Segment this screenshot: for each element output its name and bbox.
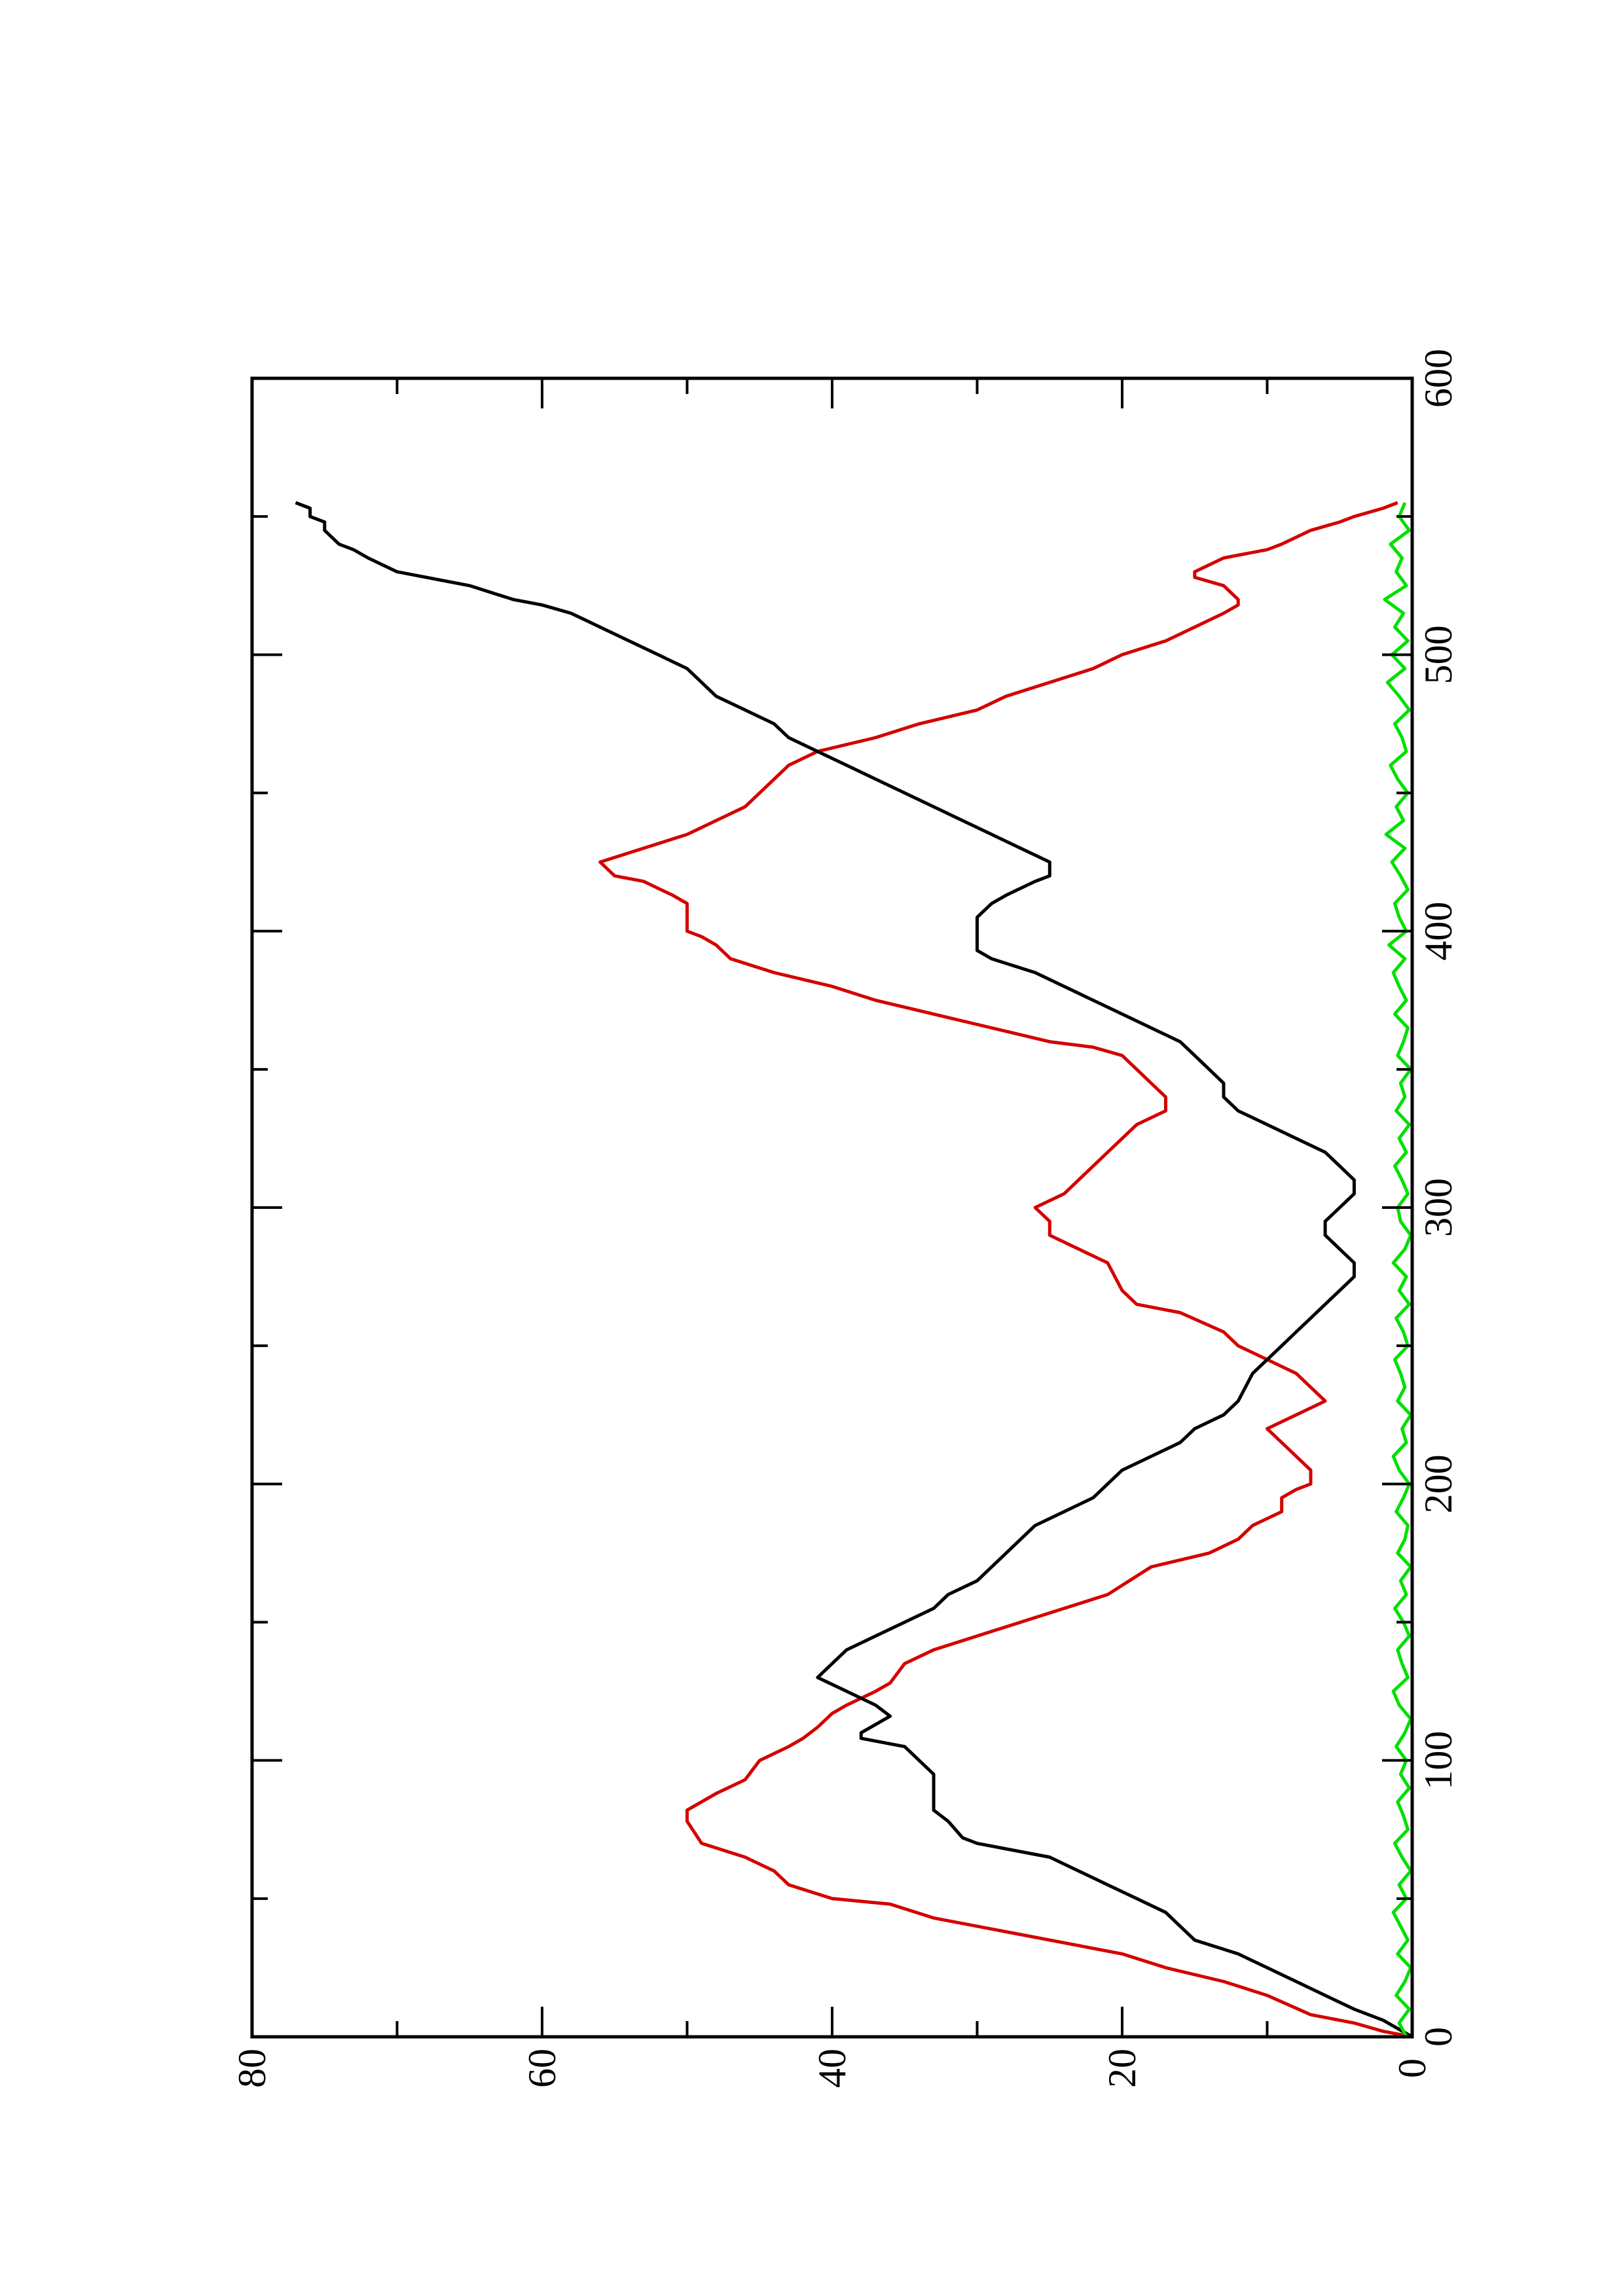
y-tick-label: 20 bbox=[1101, 2049, 1144, 2088]
y-tick-label: 60 bbox=[520, 2049, 564, 2088]
plot-frame bbox=[250, 376, 1414, 2039]
x-tick-label: 300 bbox=[1417, 1178, 1460, 1237]
y-tick-label: 40 bbox=[811, 2049, 854, 2088]
series-line-1 bbox=[598, 501, 1412, 2037]
y-tick-label: 0 bbox=[1391, 2058, 1434, 2078]
x-tick-label: 500 bbox=[1417, 625, 1460, 684]
x-tick-label: 600 bbox=[1417, 349, 1460, 408]
series-line-2 bbox=[295, 501, 1412, 2037]
series-layer bbox=[295, 501, 1412, 2037]
series-line-3 bbox=[1383, 502, 1412, 2037]
axes-layer: 0 100 200 300 400 500 600 0 20 40 60 80 bbox=[230, 349, 1460, 2088]
x-tick-label: 0 bbox=[1417, 2027, 1460, 2047]
y-tick-label: 80 bbox=[230, 2049, 274, 2088]
x-tick-label: 200 bbox=[1417, 1454, 1460, 1513]
x-tick-label: 400 bbox=[1417, 902, 1460, 961]
x-tick-label: 100 bbox=[1417, 1731, 1460, 1790]
